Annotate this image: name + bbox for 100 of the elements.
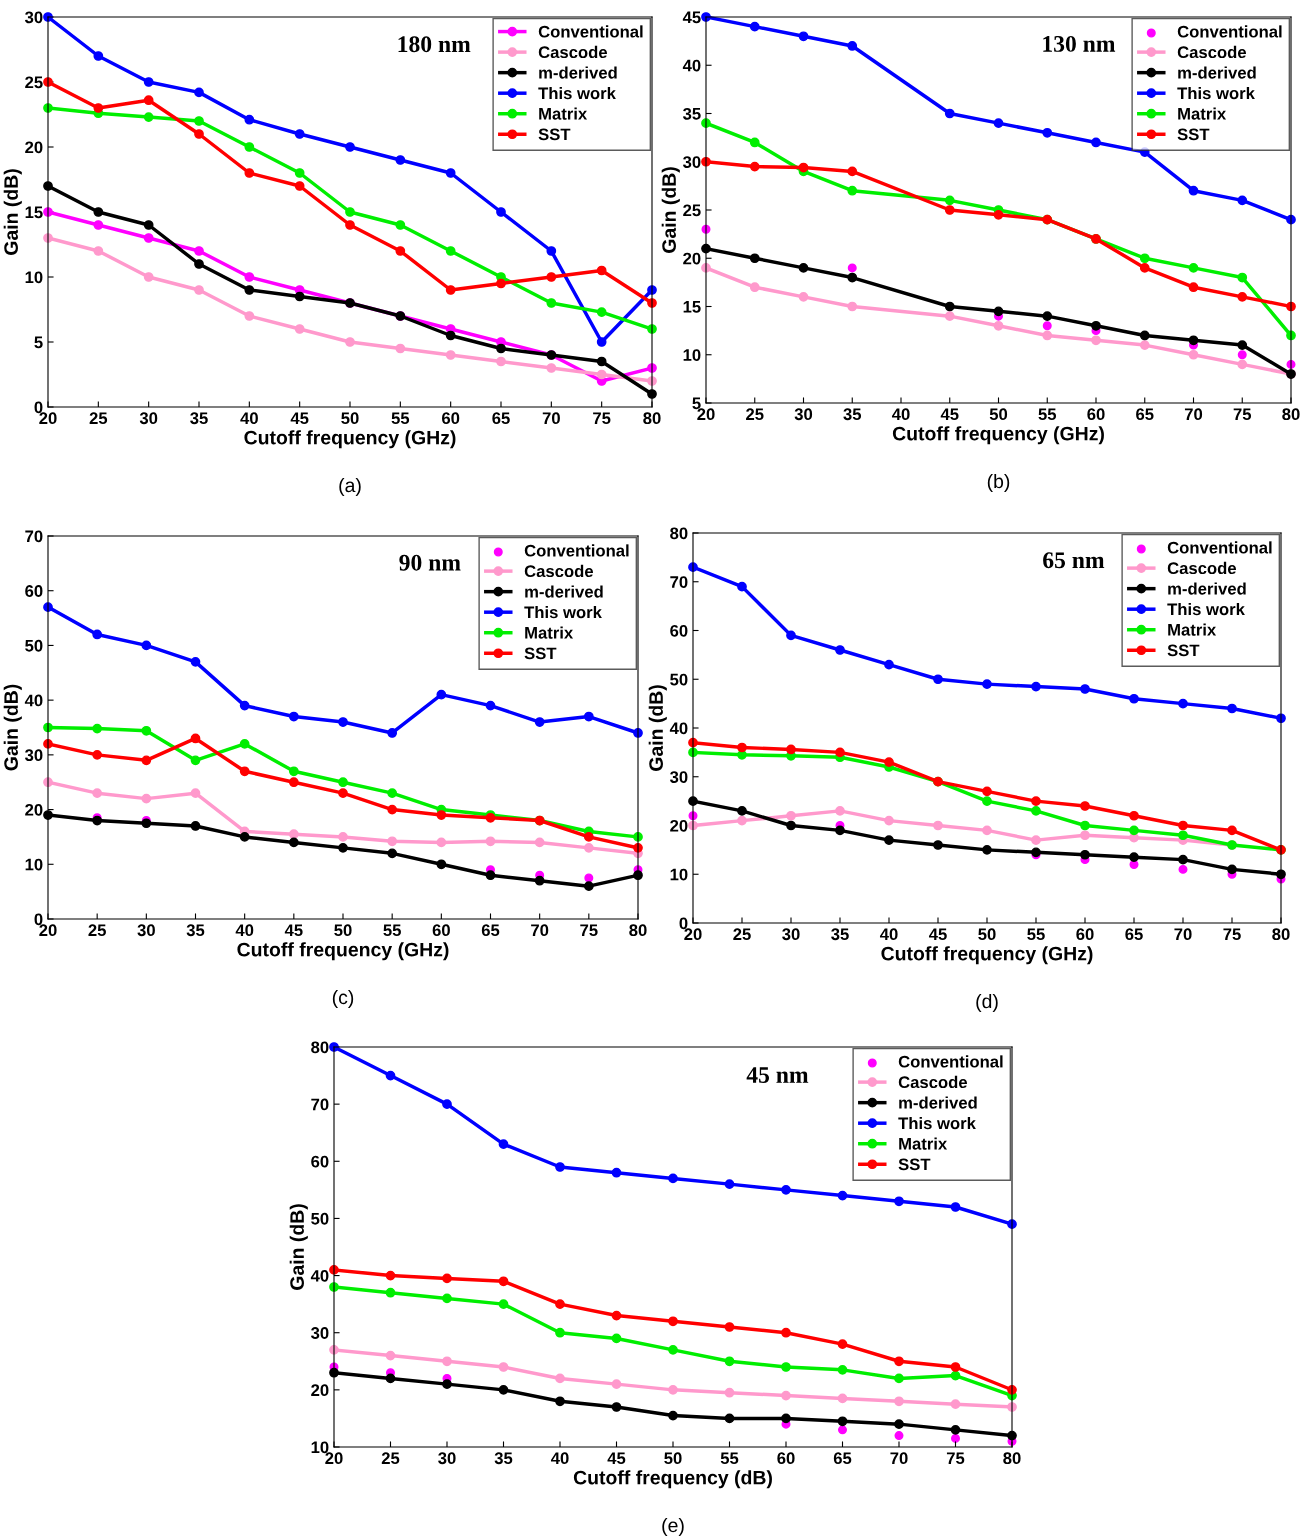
y-tick-label: 80 bbox=[311, 1041, 329, 1054]
legend-label: Conventional bbox=[524, 544, 629, 557]
x-tick-label: 20 bbox=[697, 408, 715, 421]
x-tick-label: 45 bbox=[284, 924, 303, 937]
legend-label: This work bbox=[524, 605, 602, 619]
x-tick-label: 50 bbox=[341, 412, 359, 425]
x-tick-label: 30 bbox=[139, 412, 158, 425]
legend-label: SST bbox=[1177, 128, 1210, 141]
y-tick-label: 30 bbox=[669, 771, 688, 783]
y-tick-label: 10 bbox=[311, 1441, 329, 1454]
y-tick-label: 45 bbox=[682, 11, 701, 24]
x-tick-label: 50 bbox=[978, 928, 996, 941]
y-tick-label: 30 bbox=[24, 11, 43, 24]
y-tick-label: 50 bbox=[311, 1212, 329, 1225]
legend-label: Cascode bbox=[1177, 45, 1247, 59]
legend-label: SST bbox=[524, 647, 557, 660]
y-tick-label: 20 bbox=[683, 252, 701, 265]
legend-label: This work bbox=[1177, 86, 1255, 100]
x-tick-label: 60 bbox=[777, 1452, 795, 1465]
x-tick-label: 35 bbox=[494, 1452, 513, 1465]
legend-label: Cascode bbox=[898, 1075, 968, 1089]
y-tick-label: 40 bbox=[24, 694, 43, 707]
x-tick-label: 25 bbox=[89, 412, 108, 425]
x-tick-label: 65 bbox=[1125, 928, 1143, 941]
legend-label: Conventional bbox=[538, 25, 643, 38]
legend-label: Matrix bbox=[525, 626, 574, 639]
y-tick-label: 25 bbox=[25, 76, 43, 89]
x-tick-label: 75 bbox=[1233, 408, 1252, 421]
x-tick-label: 55 bbox=[1027, 928, 1045, 941]
legend-label: Matrix bbox=[1178, 107, 1227, 120]
annotation: 90 nm bbox=[399, 554, 461, 571]
legend-label: This work bbox=[1167, 602, 1245, 616]
x-tick-label: 70 bbox=[531, 924, 549, 937]
text: (b) bbox=[987, 473, 1010, 493]
legend-label: Cascode bbox=[538, 45, 608, 59]
text: (c) bbox=[332, 989, 354, 1009]
x-axis-title: Cutoff frequency (GHz) bbox=[881, 946, 1093, 965]
x-tick-label: 60 bbox=[432, 924, 450, 937]
y-tick-label: 10 bbox=[683, 349, 701, 361]
x-tick-label: 40 bbox=[550, 1452, 569, 1465]
x-tick-label: 30 bbox=[137, 924, 155, 937]
legend-label: Cascode bbox=[524, 564, 594, 578]
x-tick-label: 25 bbox=[733, 928, 751, 941]
x-tick-label: 55 bbox=[383, 924, 401, 937]
x-axis-title: Cutoff frequency (GHz) bbox=[892, 426, 1104, 445]
x-axis-title: Cutoff frequency (dB) bbox=[573, 1470, 772, 1489]
x-tick-label: 25 bbox=[88, 924, 106, 937]
x-tick-label: 70 bbox=[1174, 928, 1192, 941]
x-tick-label: 40 bbox=[235, 924, 254, 937]
x-tick-label: 35 bbox=[843, 408, 862, 421]
x-tick-label: 80 bbox=[1003, 1452, 1021, 1465]
x-tick-label: 75 bbox=[1223, 928, 1241, 941]
legend-label: m-derived bbox=[1168, 582, 1246, 595]
y-tick-label: 20 bbox=[311, 1384, 329, 1397]
x-tick-label: 80 bbox=[629, 924, 647, 937]
x-tick-label: 45 bbox=[290, 412, 309, 425]
y-tick-label: 0 bbox=[34, 913, 43, 926]
x-tick-label: 80 bbox=[1272, 928, 1290, 941]
x-tick-label: 65 bbox=[1136, 408, 1154, 421]
y-tick-label: 15 bbox=[683, 301, 701, 313]
legend-label: Conventional bbox=[1167, 541, 1272, 554]
legend-label: This work bbox=[898, 1116, 976, 1130]
y-tick-label: 5 bbox=[692, 397, 701, 410]
legend-label: Matrix bbox=[539, 107, 588, 120]
text: (e) bbox=[662, 1517, 684, 1537]
annotation: 65 nm bbox=[1043, 552, 1105, 569]
y-tick-label: 25 bbox=[683, 204, 701, 217]
y-tick-label: 30 bbox=[310, 1327, 329, 1339]
x-tick-label: 80 bbox=[1282, 408, 1300, 421]
x-tick-label: 55 bbox=[720, 1452, 739, 1465]
x-tick-label: 70 bbox=[890, 1452, 908, 1465]
x-tick-label: 40 bbox=[240, 412, 258, 425]
y-tick-label: 0 bbox=[679, 917, 688, 930]
x-tick-label: 50 bbox=[334, 924, 352, 937]
x-tick-label: 75 bbox=[946, 1452, 965, 1465]
x-tick-label: 75 bbox=[580, 924, 598, 937]
y-axis-title: Gain (dB) bbox=[3, 169, 22, 255]
y-tick-label: 40 bbox=[669, 722, 688, 735]
x-tick-label: 45 bbox=[940, 408, 959, 421]
y-tick-label: 10 bbox=[25, 271, 43, 284]
x-tick-label: 35 bbox=[190, 412, 208, 425]
y-tick-label: 60 bbox=[670, 624, 688, 637]
y-tick-label: 70 bbox=[311, 1098, 329, 1111]
x-tick-label: 25 bbox=[746, 408, 764, 421]
x-tick-label: 55 bbox=[1038, 408, 1057, 421]
x-tick-label: 30 bbox=[438, 1452, 456, 1465]
y-tick-label: 60 bbox=[311, 1155, 329, 1168]
x-tick-label: 60 bbox=[1076, 928, 1094, 941]
x-axis-title: Cutoff frequency (GHz) bbox=[237, 942, 449, 961]
y-tick-label: 50 bbox=[25, 639, 43, 652]
legend-label: m-derived bbox=[1178, 66, 1256, 79]
x-tick-label: 35 bbox=[831, 928, 849, 941]
annotation: 45 nm bbox=[746, 1067, 809, 1083]
x-tick-label: 65 bbox=[481, 924, 500, 937]
x-tick-label: 50 bbox=[989, 408, 1008, 421]
x-tick-label: 35 bbox=[186, 924, 205, 937]
x-tick-label: 80 bbox=[643, 412, 661, 425]
x-tick-label: 70 bbox=[542, 412, 560, 425]
legend-label: SST bbox=[538, 128, 571, 141]
legend-label: Matrix bbox=[1168, 623, 1217, 636]
